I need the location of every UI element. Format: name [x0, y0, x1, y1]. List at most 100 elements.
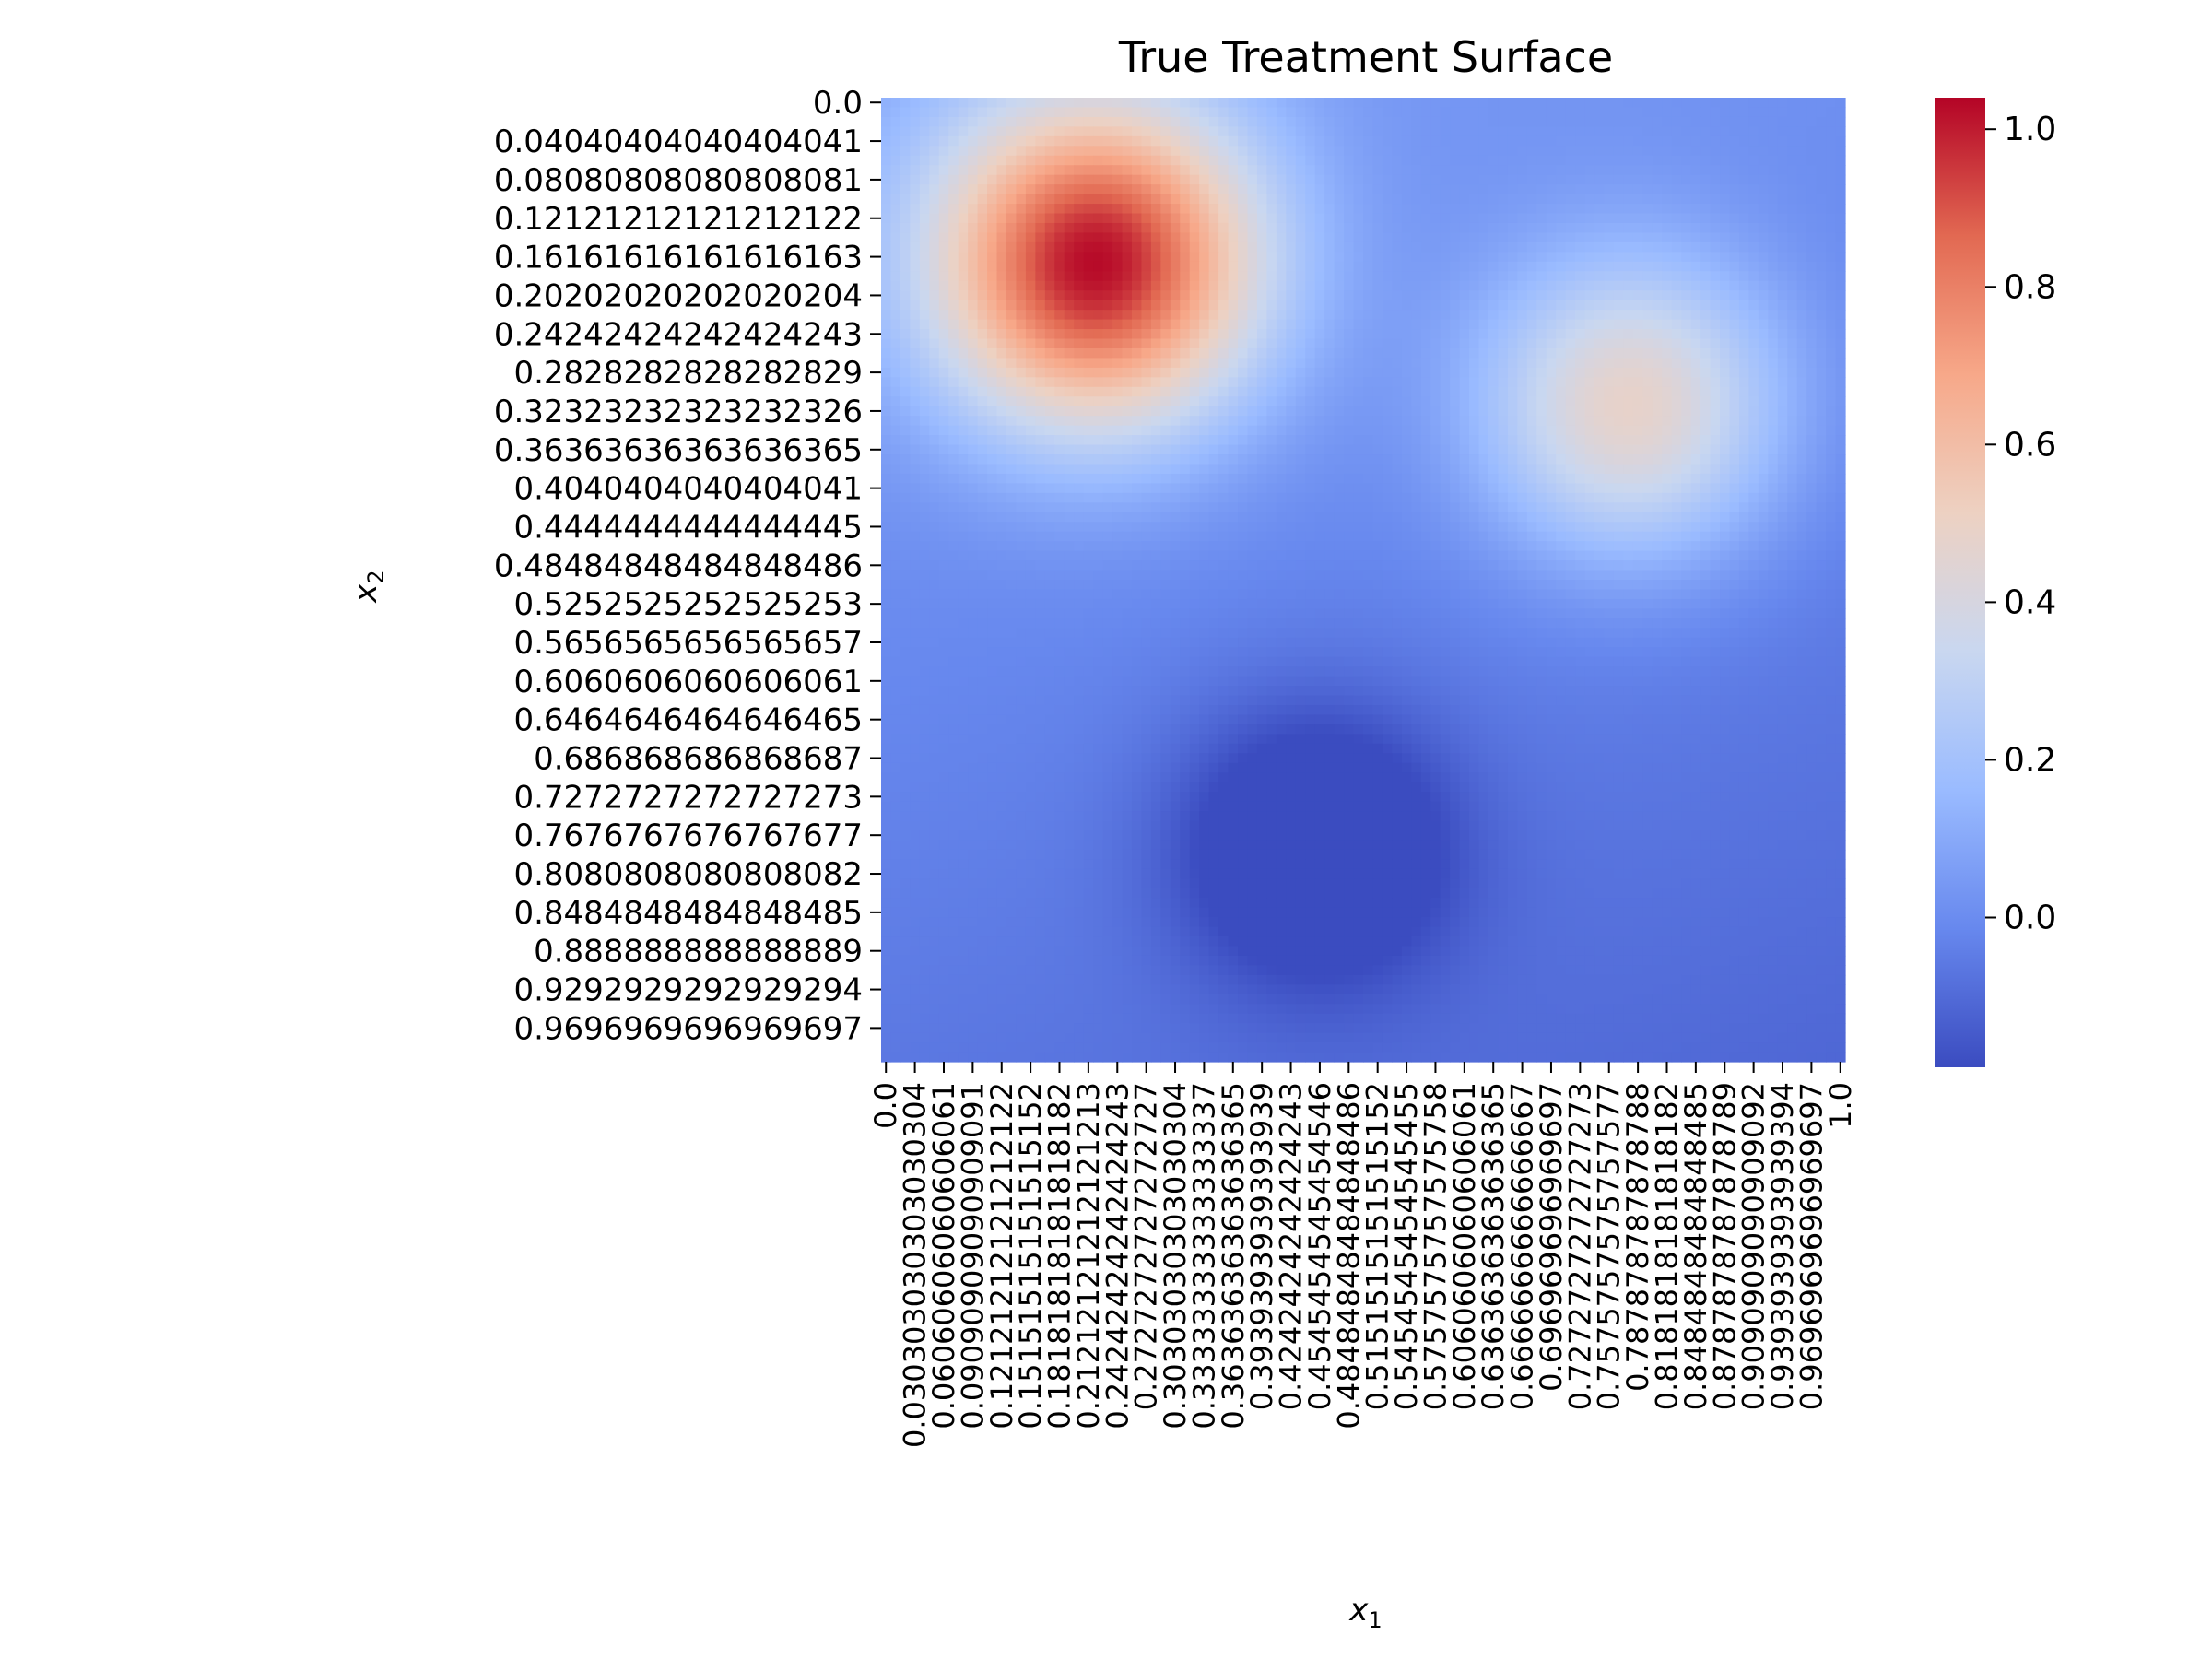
heatmap-cell: [1025, 213, 1036, 224]
heatmap-cell: [1796, 531, 1807, 542]
heatmap-cell: [1777, 454, 1788, 465]
heatmap-cell: [1044, 155, 1055, 166]
heatmap-cell: [1266, 184, 1277, 195]
heatmap-cell: [1238, 347, 1249, 359]
heatmap-cell: [1208, 116, 1219, 127]
heatmap-cell: [1160, 329, 1171, 340]
heatmap-cell: [1256, 222, 1267, 234]
heatmap-cell: [910, 338, 921, 349]
heatmap-cell: [1440, 98, 1451, 109]
heatmap-cell: [1016, 261, 1027, 272]
heatmap-cell: [938, 473, 949, 484]
heatmap-cell: [1835, 146, 1846, 157]
heatmap-cell: [1363, 406, 1374, 417]
heatmap-cell: [1256, 98, 1267, 109]
heatmap-cell: [1025, 300, 1036, 311]
heatmap-cell: [1363, 425, 1374, 436]
heatmap-cell: [1238, 300, 1249, 311]
heatmap-cell: [1305, 280, 1316, 291]
heatmap-cell: [1662, 300, 1673, 311]
heatmap-cell: [1556, 261, 1567, 272]
heatmap-cell: [1238, 570, 1249, 581]
heatmap-cell: [1594, 396, 1606, 407]
heatmap-cell: [1623, 454, 1634, 465]
heatmap-cell: [1652, 271, 1663, 282]
heatmap-cell: [1112, 232, 1124, 243]
heatmap-cell: [1835, 502, 1846, 513]
heatmap-cell: [1353, 560, 1364, 571]
heatmap-cell: [1372, 473, 1383, 484]
heatmap-cell: [1035, 232, 1046, 243]
heatmap-cell: [1652, 492, 1663, 503]
heatmap-cell: [1074, 464, 1085, 475]
heatmap-cell: [1575, 184, 1586, 195]
heatmap-cell: [1826, 241, 1837, 253]
heatmap-cell: [1556, 338, 1567, 349]
heatmap-cell: [1150, 204, 1161, 215]
heatmap-cell: [1469, 135, 1480, 147]
heatmap-cell: [1652, 454, 1663, 465]
heatmap-cell: [1286, 396, 1297, 407]
heatmap-cell: [977, 135, 988, 147]
heatmap-cell: [1816, 502, 1827, 513]
heatmap-cell: [1671, 194, 1682, 205]
heatmap-cell: [1565, 116, 1576, 127]
heatmap-cell: [1488, 165, 1500, 176]
heatmap-cell: [1112, 396, 1124, 407]
heatmap-cell: [1796, 473, 1807, 484]
heatmap-cell: [1459, 252, 1470, 263]
heatmap-cell: [1642, 261, 1653, 272]
heatmap-cell: [1266, 358, 1277, 369]
heatmap-cell: [1450, 135, 1461, 147]
heatmap-cell: [1286, 492, 1297, 503]
heatmap-cell: [1768, 300, 1779, 311]
heatmap-cell: [1006, 204, 1018, 215]
heatmap-cell: [1314, 146, 1325, 157]
heatmap-cell: [1662, 222, 1673, 234]
heatmap-cell: [1324, 165, 1335, 176]
heatmap-cell: [1469, 358, 1480, 369]
heatmap-cell: [1025, 232, 1036, 243]
heatmap-cell: [1150, 502, 1161, 513]
heatmap-cell: [1536, 358, 1547, 369]
heatmap-cell: [1459, 146, 1470, 157]
heatmap-cell: [881, 396, 892, 407]
heatmap-cell: [881, 367, 892, 378]
heatmap-cell: [1430, 232, 1441, 243]
heatmap-cell: [938, 358, 949, 369]
heatmap-cell: [1074, 155, 1085, 166]
heatmap-cell: [1556, 367, 1567, 378]
heatmap-cell: [1478, 367, 1489, 378]
heatmap-cell: [1690, 98, 1701, 109]
heatmap-cell: [1074, 241, 1085, 253]
heatmap-cell: [1758, 310, 1769, 321]
heatmap-cell: [1131, 416, 1143, 427]
heatmap-cell: [1642, 492, 1653, 503]
heatmap-cell: [1218, 252, 1230, 263]
heatmap-cell: [1738, 435, 1749, 446]
heatmap-cell: [1025, 271, 1036, 282]
heatmap-cell: [919, 416, 930, 427]
heatmap-cell: [1459, 435, 1470, 446]
heatmap-cell: [1768, 165, 1779, 176]
heatmap-cell: [1324, 338, 1335, 349]
heatmap-cell: [1102, 174, 1113, 185]
heatmap-cell: [1141, 204, 1152, 215]
heatmap-cell: [1690, 310, 1701, 321]
heatmap-cell: [1392, 300, 1403, 311]
heatmap-cell: [1748, 435, 1759, 446]
heatmap-cell: [1256, 107, 1267, 118]
heatmap-cell: [1286, 473, 1297, 484]
heatmap-cell: [1796, 165, 1807, 176]
heatmap-cell: [1353, 512, 1364, 523]
heatmap-cell: [1604, 347, 1615, 359]
heatmap-cell: [1507, 425, 1518, 436]
heatmap-cell: [1469, 174, 1480, 185]
heatmap-cell: [1536, 512, 1547, 523]
heatmap-cell: [1102, 329, 1113, 340]
heatmap-cell: [1074, 347, 1085, 359]
heatmap-cell: [1806, 522, 1818, 533]
heatmap-cell: [1459, 135, 1470, 147]
heatmap-cell: [1324, 290, 1335, 301]
heatmap-cell: [1662, 241, 1673, 253]
